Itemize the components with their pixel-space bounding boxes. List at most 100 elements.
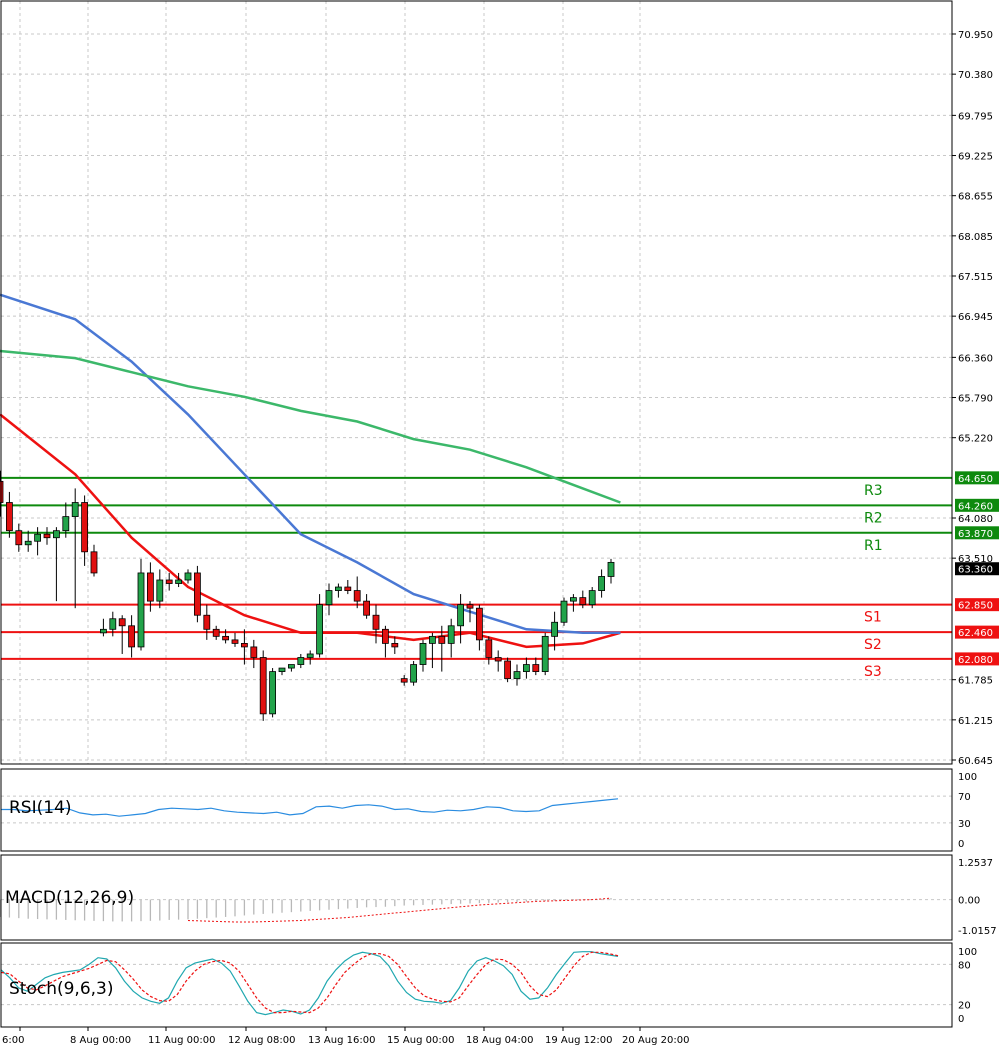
price-tick-label: 68.655: [958, 192, 993, 203]
candle-bear: [532, 664, 540, 672]
candle-bull: [24, 540, 32, 546]
candle-bull: [541, 635, 549, 672]
candle-bear: [250, 646, 258, 658]
candle-bear: [381, 628, 389, 644]
rsi-tick-label: 30: [958, 819, 971, 830]
candle-bull: [278, 667, 286, 672]
level-name-r2: R2: [864, 510, 883, 526]
candle-bear: [240, 643, 248, 648]
moving-averages: [0, 293, 621, 649]
stoch-tick-label: 20: [958, 1001, 971, 1012]
level-name-r1: R1: [864, 538, 883, 554]
candle-bull: [419, 643, 427, 665]
level-tag-s2: [955, 625, 999, 639]
level-tag-r3: [955, 471, 999, 485]
candle-bear: [81, 502, 88, 553]
macd-histogram: [0, 898, 612, 922]
candle-bull: [71, 502, 79, 517]
candle-bear: [504, 660, 512, 680]
price-tick-label: 70.950: [958, 30, 993, 41]
level-name-r3: R3: [864, 483, 883, 499]
candle-bear: [6, 502, 13, 532]
price-tick-label: 66.360: [958, 353, 993, 364]
candle-bull: [570, 597, 577, 602]
ma-line-mid: [0, 293, 621, 635]
stoch-tick-label: 100: [958, 947, 977, 958]
candle-bear: [222, 635, 230, 641]
macd-label: MACD(12,26,9): [5, 888, 134, 908]
time-tick-label: 13 Aug 16:00: [308, 1035, 375, 1046]
stoch-tick-label: 0: [958, 1014, 964, 1025]
candle-bull: [156, 579, 164, 602]
candle-bull: [287, 664, 295, 669]
level-tag-label-r2: 64.260: [958, 501, 993, 512]
price-tick-label: 67.515: [958, 272, 993, 283]
candle-bull: [410, 664, 418, 683]
candle-bull: [607, 561, 615, 577]
level-tag-r2: [955, 498, 999, 512]
candle-bear: [43, 533, 51, 539]
level-name-s1: S1: [864, 610, 882, 626]
candle-bull: [428, 635, 436, 644]
stoch-panel-frame: [0, 942, 953, 1028]
price-tick-label: 61.785: [958, 676, 993, 687]
candle-bull: [457, 604, 465, 627]
level-tag-r1: [955, 526, 999, 540]
candle-bull: [447, 625, 455, 644]
rsi-panel-frame: [0, 768, 953, 852]
price-panel: R3 R2 R1 S1 S2 S3 70.950 70.380 69.795 69.225 68.…: [0, 1, 999, 767]
price-tick-label: 66.945: [958, 312, 993, 323]
time-tick-label: 12 Aug 08:00: [228, 1035, 295, 1046]
level-tag-label-s2: 62.460: [958, 628, 993, 639]
candle-bear: [90, 551, 98, 574]
candle-bear: [579, 597, 587, 606]
candle-bull: [62, 516, 70, 532]
time-axis-ticks: 6:00 8 Aug 00:00 11 Aug 00:00 12 Aug 08:00 1…: [2, 1027, 689, 1046]
candle-bear: [344, 586, 352, 591]
candles: [0, 470, 615, 721]
level-tag-label-r1: 63.870: [958, 529, 993, 540]
candle-bull: [53, 530, 60, 539]
price-axis-ticks: 70.950 70.380 69.795 69.225 68.655 68.085 67.5…: [952, 30, 993, 767]
current-price-tag: [955, 562, 999, 576]
stoch-main-series: [0, 951, 619, 1016]
time-tick-label: 19 Aug 12:00: [545, 1035, 612, 1046]
candle-bear: [391, 643, 399, 648]
level-tag-label-s3: 62.080: [958, 655, 993, 666]
candle-bear: [475, 607, 483, 641]
time-tick-label: 20 Aug 20:00: [622, 1035, 689, 1046]
time-tick-label: 8 Aug 00:00: [70, 1035, 131, 1046]
candle-bear: [146, 572, 154, 602]
stoch-lines: [0, 951, 619, 1016]
candle-bear: [372, 614, 380, 630]
level-name-s2: S2: [864, 637, 882, 653]
candle-bear: [466, 604, 474, 609]
ma-line-fast: [0, 413, 621, 649]
rsi-series: [1, 798, 619, 817]
price-tick-label: 61.215: [958, 716, 993, 727]
candle-bull: [598, 576, 605, 591]
candle-bull: [325, 590, 333, 606]
price-tick-label: 70.380: [958, 70, 993, 81]
candle-bull: [588, 590, 596, 606]
price-tick-label: 60.645: [958, 756, 993, 767]
candle-bull: [137, 572, 145, 648]
candle-bear: [438, 635, 446, 644]
candle-bear: [118, 618, 126, 627]
candle-bear: [363, 600, 371, 616]
macd-panel-frame: [0, 854, 953, 941]
rsi-line: [1, 798, 619, 817]
candle-bear: [259, 657, 267, 715]
level-tag-s1: [955, 598, 999, 612]
stoch-label: Stoch(9,6,3): [9, 979, 114, 999]
time-tick-label: 6:00: [2, 1035, 24, 1046]
rsi-panel: 100 70 30 0 RSI(14): [1, 772, 977, 850]
macd-panel: 1.2537 0.00 -1.0157 MACD(12,26,9): [0, 858, 997, 937]
rsi-grid: [1, 795, 952, 824]
candle-bull: [523, 664, 530, 672]
candle-bear: [231, 639, 239, 644]
candle-bear: [212, 628, 220, 637]
rsi-axis-ticks: 100 70 30 0: [958, 772, 977, 850]
rsi-tick-label: 70: [958, 792, 971, 803]
current-price-label: 63.360: [958, 565, 993, 576]
